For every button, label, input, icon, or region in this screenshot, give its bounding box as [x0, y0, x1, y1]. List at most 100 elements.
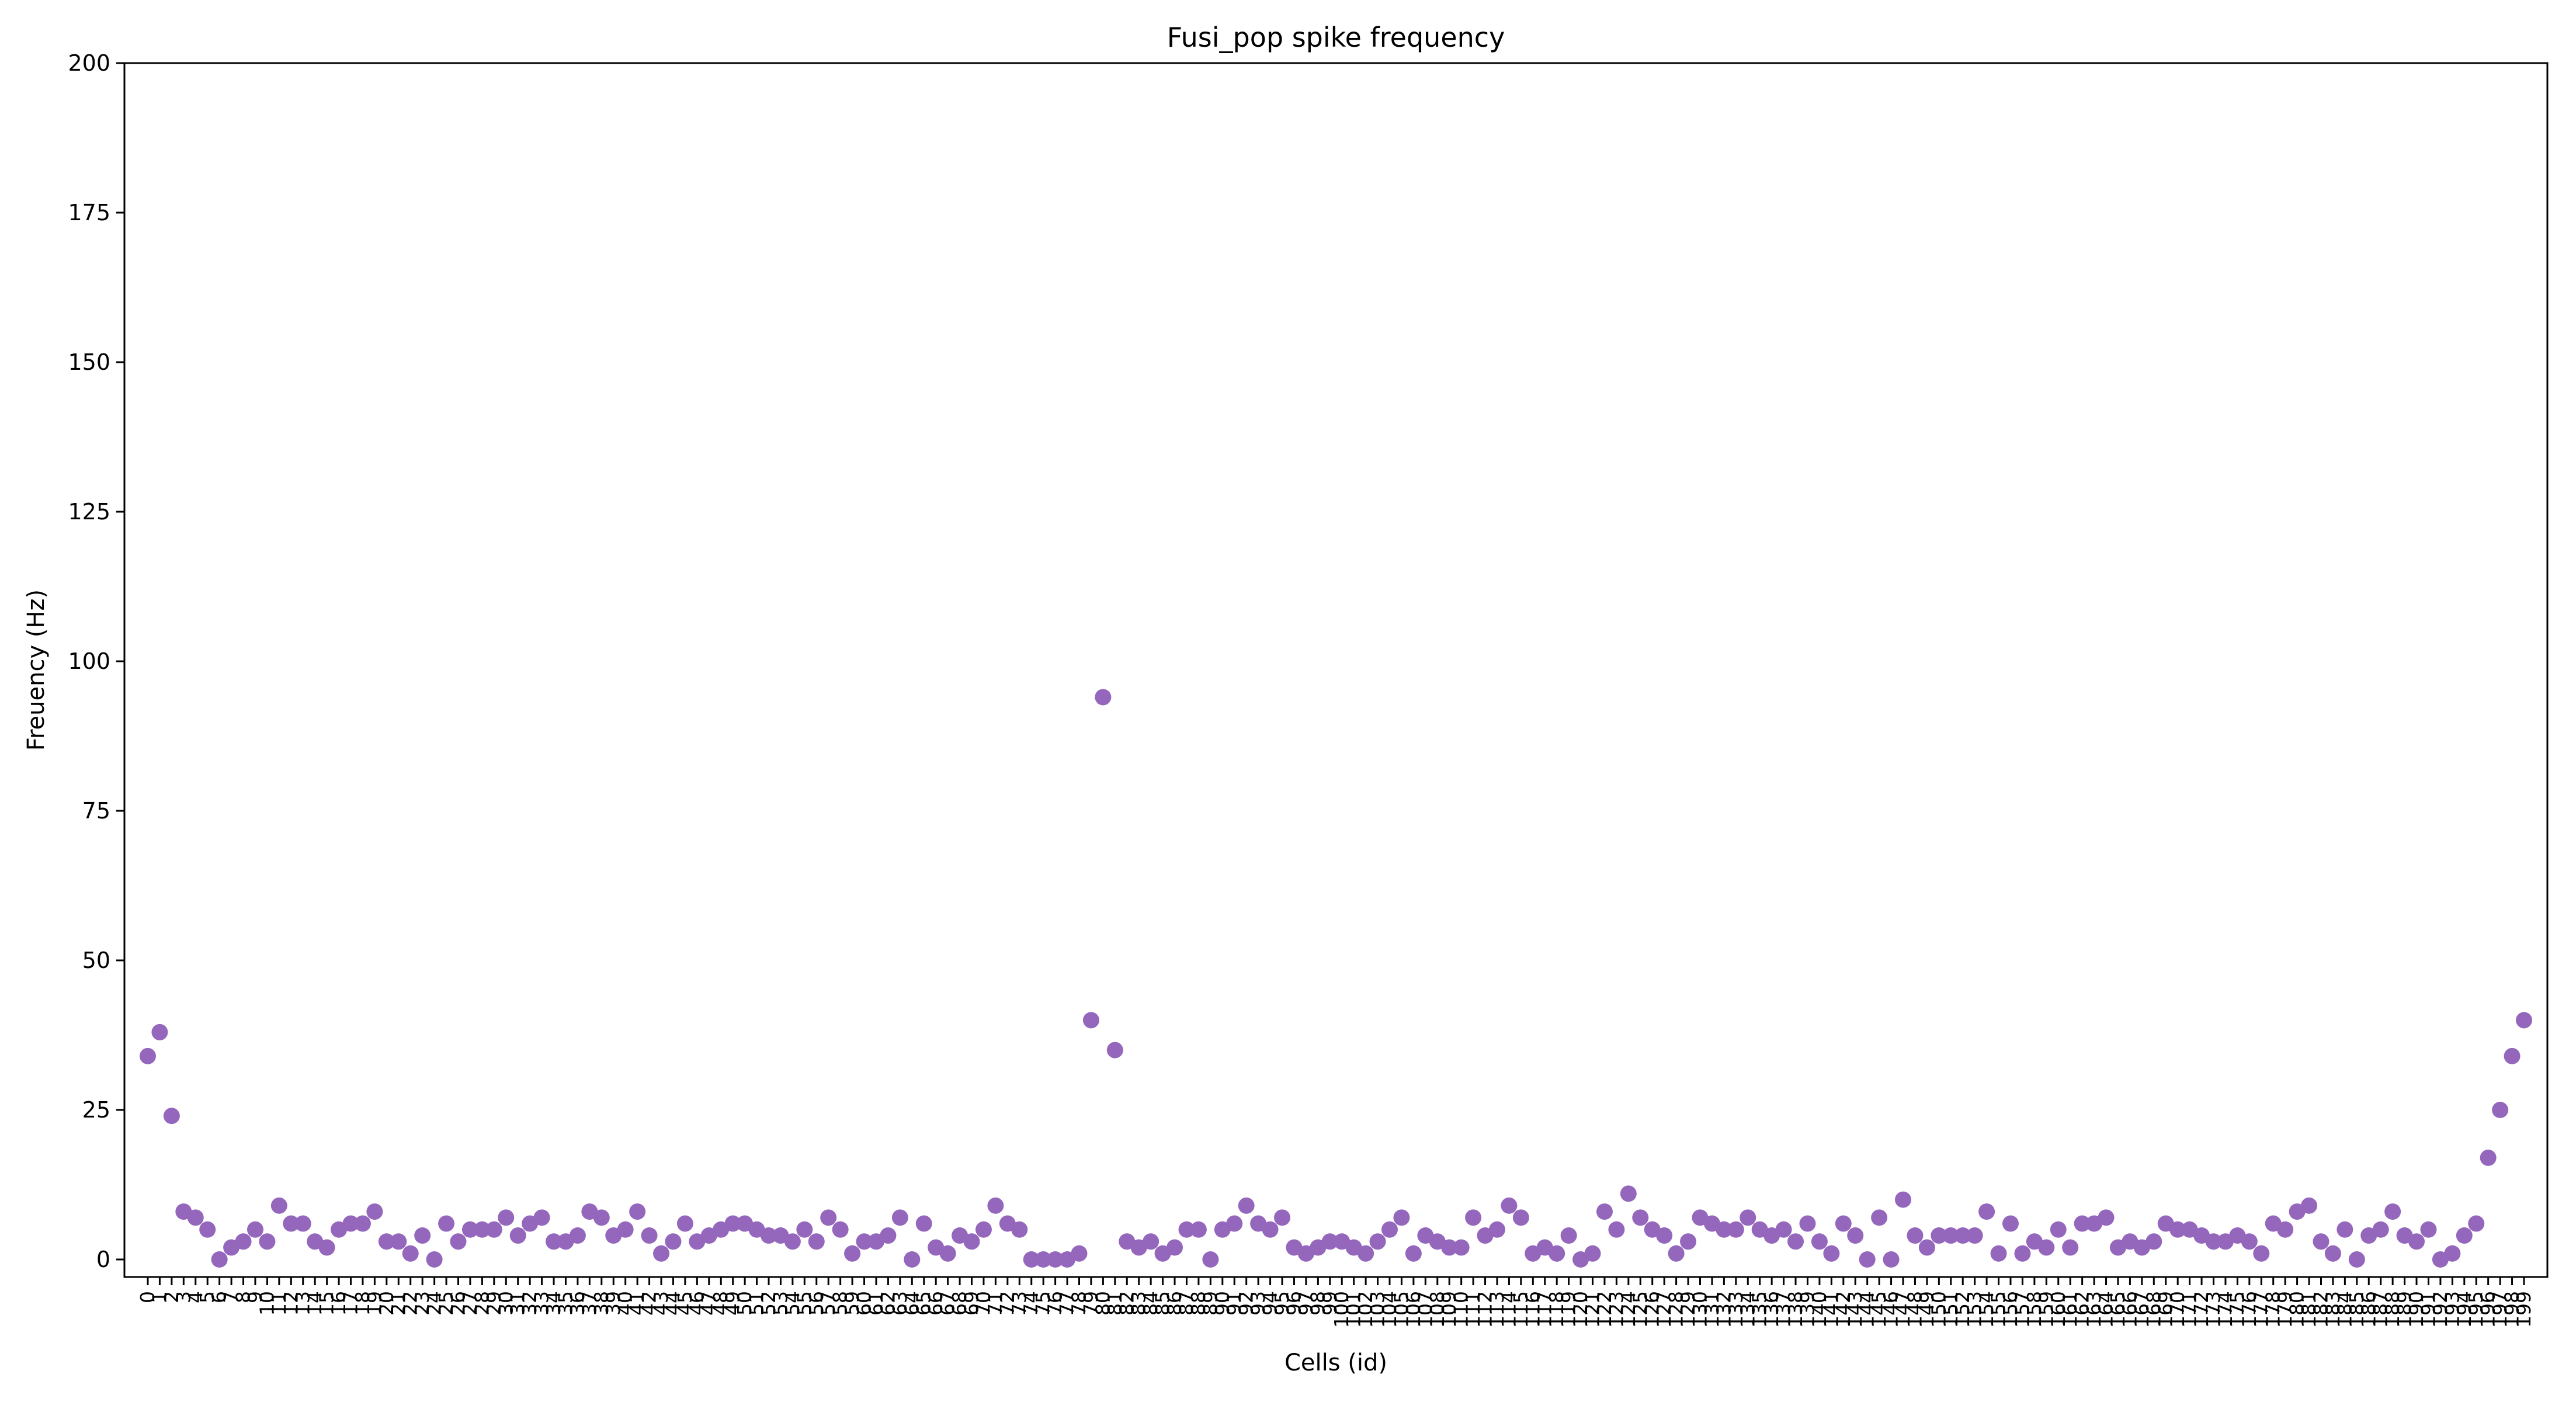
data-point — [2050, 1221, 2067, 1238]
data-point — [235, 1233, 252, 1250]
data-point — [2444, 1245, 2461, 1262]
data-point — [2098, 1209, 2115, 1226]
data-point — [259, 1233, 276, 1250]
data-point — [2372, 1221, 2389, 1238]
x-tick-label: 137 — [1772, 1291, 1795, 1328]
x-axis-ticks: 0123456789101112131415161718192021222324… — [136, 1277, 2535, 1328]
x-tick-label: 27 — [459, 1291, 481, 1316]
data-point — [414, 1227, 431, 1244]
data-point — [891, 1209, 908, 1226]
data-point — [1656, 1227, 1673, 1244]
data-point — [856, 1233, 873, 1250]
chart-title: Fusi_pop spike frequency — [1167, 22, 1505, 53]
x-tick-label: 195 — [2464, 1291, 2487, 1328]
x-tick-label: 8 — [232, 1291, 255, 1303]
x-tick-label: 143 — [1844, 1291, 1866, 1328]
data-point — [1167, 1239, 1183, 1256]
x-tick-label: 24 — [423, 1291, 446, 1316]
x-tick-label: 36 — [566, 1291, 589, 1316]
x-tick-label: 108 — [1426, 1291, 1449, 1328]
x-tick-label: 19 — [363, 1291, 386, 1316]
data-point — [1727, 1221, 1744, 1238]
x-tick-label: 73 — [1008, 1291, 1030, 1316]
data-point — [2313, 1233, 2329, 1250]
data-point — [808, 1233, 825, 1250]
y-tick-label: 100 — [68, 648, 110, 674]
x-tick-label: 168 — [2142, 1291, 2165, 1328]
x-tick-label: 75 — [1032, 1291, 1054, 1316]
x-tick-label: 131 — [1700, 1291, 1723, 1328]
data-point — [474, 1221, 491, 1238]
x-tick-label: 130 — [1688, 1291, 1711, 1328]
x-tick-label: 90 — [1211, 1291, 1234, 1316]
x-tick-label: 173 — [2202, 1291, 2225, 1328]
x-tick-label: 160 — [2047, 1291, 2070, 1328]
data-point — [1023, 1251, 1040, 1268]
data-point — [1978, 1203, 1995, 1220]
data-point — [1262, 1221, 1279, 1238]
x-tick-label: 86 — [1163, 1291, 1186, 1316]
data-point — [1608, 1221, 1625, 1238]
data-point — [1716, 1221, 1733, 1238]
x-tick-label: 122 — [1593, 1291, 1616, 1328]
x-tick-label: 113 — [1485, 1291, 1508, 1328]
x-tick-label: 128 — [1665, 1291, 1688, 1328]
data-point — [498, 1209, 515, 1226]
x-tick-label: 186 — [2357, 1291, 2380, 1328]
x-tick-label: 190 — [2405, 1291, 2428, 1328]
x-tick-label: 133 — [1724, 1291, 1747, 1328]
x-tick-label: 110 — [1450, 1291, 1473, 1328]
x-tick-label: 106 — [1402, 1291, 1425, 1328]
data-point — [438, 1215, 455, 1232]
x-tick-label: 153 — [1963, 1291, 1986, 1328]
y-tick-label: 175 — [68, 200, 110, 225]
data-points — [140, 689, 2532, 1268]
data-point — [1549, 1245, 1565, 1262]
x-tick-label: 125 — [1629, 1291, 1651, 1328]
x-tick-label: 109 — [1438, 1291, 1460, 1328]
x-tick-label: 184 — [2333, 1291, 2356, 1328]
x-tick-label: 41 — [626, 1291, 648, 1316]
x-tick-label: 66 — [924, 1291, 947, 1316]
data-point — [2337, 1221, 2353, 1238]
data-point — [1859, 1251, 1876, 1268]
x-tick-label: 46 — [685, 1291, 708, 1316]
data-point — [1918, 1239, 1935, 1256]
x-tick-label: 57 — [817, 1291, 839, 1316]
data-point — [2062, 1239, 2079, 1256]
x-tick-label: 42 — [638, 1291, 661, 1316]
data-point — [1990, 1245, 2007, 1262]
data-point — [366, 1203, 383, 1220]
data-point — [1011, 1221, 1028, 1238]
x-tick-label: 11 — [268, 1291, 290, 1316]
x-tick-label: 172 — [2190, 1291, 2213, 1328]
x-tick-label: 179 — [2273, 1291, 2296, 1328]
data-point — [1202, 1251, 1219, 1268]
x-tick-label: 140 — [1808, 1291, 1831, 1328]
x-tick-label: 167 — [2130, 1291, 2153, 1328]
data-point — [1775, 1221, 1792, 1238]
x-tick-label: 74 — [1020, 1291, 1043, 1316]
data-point — [270, 1197, 287, 1214]
x-tick-label: 135 — [1748, 1291, 1771, 1328]
x-tick-label: 80 — [1091, 1291, 1114, 1316]
x-tick-label: 192 — [2429, 1291, 2452, 1328]
x-tick-label: 89 — [1199, 1291, 1221, 1316]
data-point — [509, 1227, 526, 1244]
x-tick-label: 3 — [172, 1291, 195, 1303]
x-tick-label: 33 — [530, 1291, 553, 1316]
x-tick-label: 28 — [470, 1291, 493, 1316]
x-tick-label: 22 — [399, 1291, 422, 1316]
x-tick-label: 147 — [1891, 1291, 1914, 1328]
x-tick-label: 154 — [1975, 1291, 1998, 1328]
x-tick-label: 4 — [184, 1291, 207, 1303]
x-tick-label: 91 — [1223, 1291, 1245, 1316]
x-tick-label: 174 — [2214, 1291, 2237, 1328]
y-tick-label: 150 — [68, 349, 110, 375]
x-tick-label: 117 — [1533, 1291, 1556, 1328]
data-point — [784, 1233, 801, 1250]
x-tick-label: 95 — [1270, 1291, 1293, 1316]
y-axis-ticks: 0 25 50 75 100 125 150 175 200 — [68, 50, 124, 1272]
x-tick-label: 99 — [1318, 1291, 1341, 1316]
data-point — [1143, 1233, 1159, 1250]
